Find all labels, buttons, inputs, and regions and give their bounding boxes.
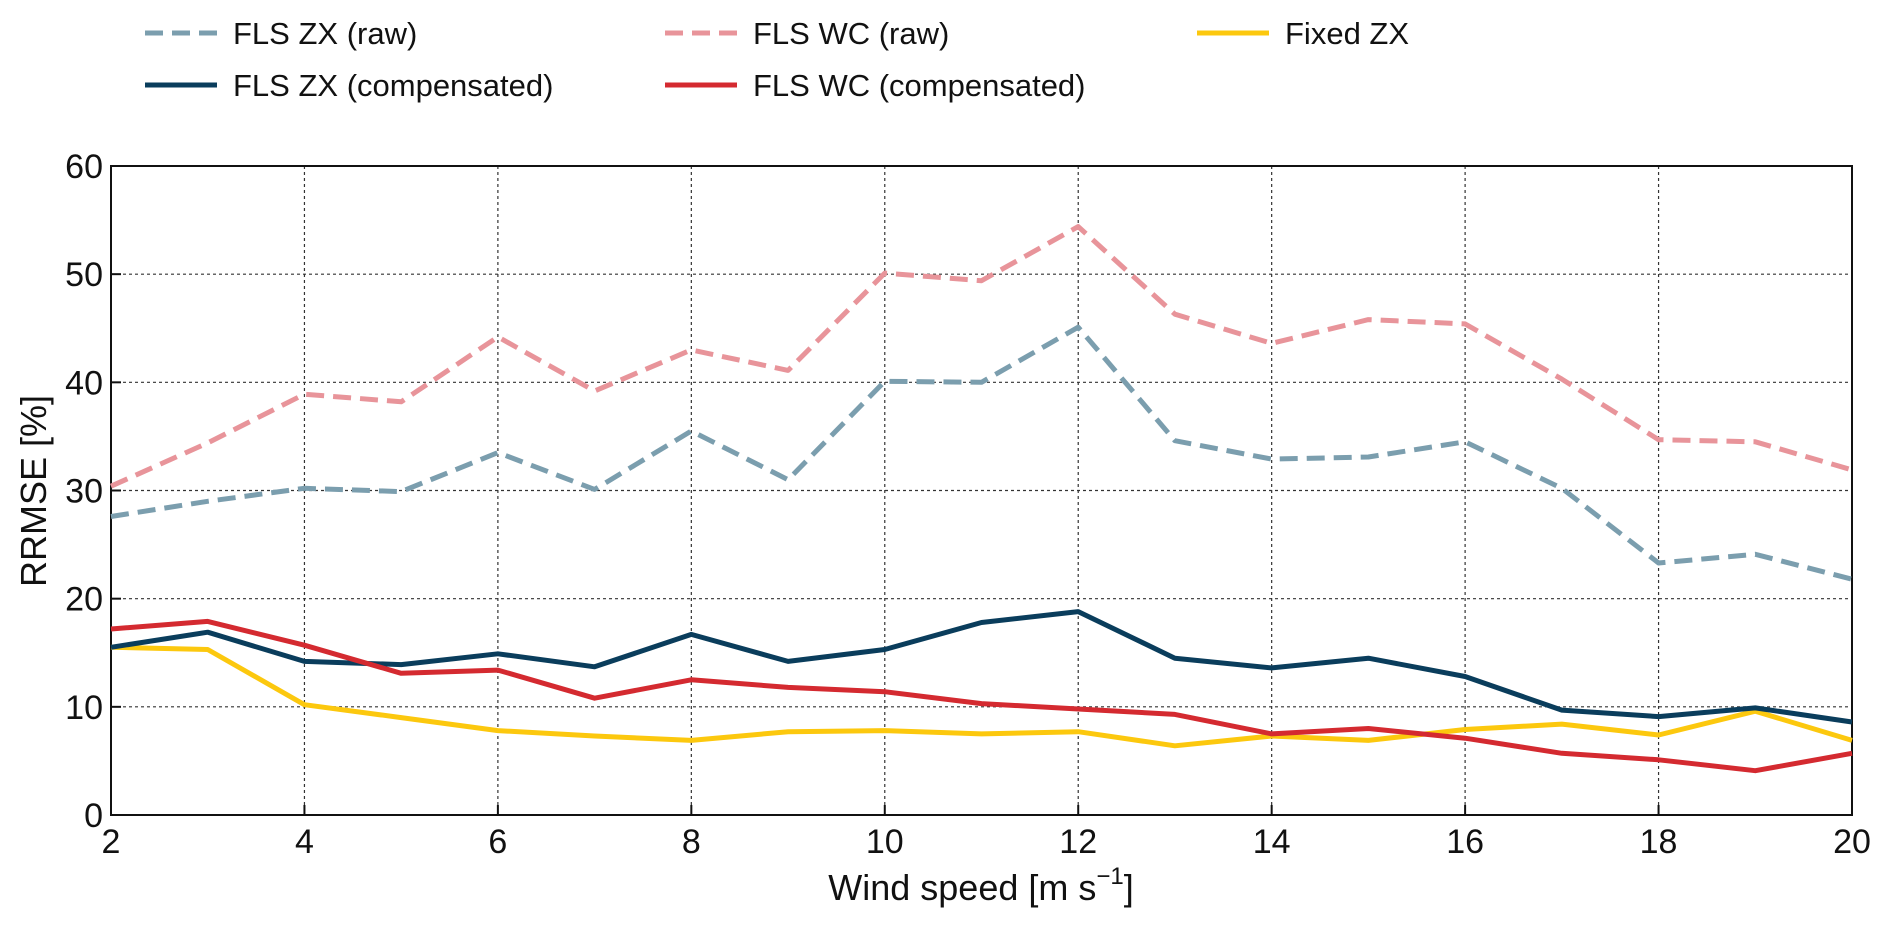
y-tick-label: 20	[65, 581, 103, 619]
series-line-fls-zx-compensated	[110, 609, 1853, 725]
series-line-fls-wc-compensated	[110, 618, 1853, 774]
legend-label: FLS ZX (raw)	[233, 16, 417, 51]
y-tick-label: 50	[65, 256, 103, 294]
legend-label: Fixed ZX	[1285, 16, 1409, 51]
y-tick-label: 60	[65, 148, 103, 186]
x-tick-label: 20	[1833, 823, 1871, 861]
x-tick-label: 18	[1640, 823, 1678, 861]
x-tick-label: 4	[295, 823, 314, 861]
legend-label: FLS WC (compensated)	[753, 68, 1086, 103]
x-tick-label: 14	[1253, 823, 1291, 861]
y-tick-label: 30	[65, 473, 103, 511]
x-tick-label: 16	[1446, 823, 1484, 861]
grid	[110, 165, 1853, 816]
x-tick-label: 12	[1059, 823, 1097, 861]
y-axis-label: RRMSE [%]	[13, 395, 54, 587]
x-tick-label: 2	[102, 823, 121, 861]
legend-label: FLS WC (raw)	[753, 16, 949, 51]
y-tick-label: 40	[65, 364, 103, 402]
legend: FLS ZX (raw) FLS WC (raw) Fixed ZX FLS ZX (…	[145, 16, 1409, 103]
series-line-fls-zx-raw	[110, 324, 1853, 582]
x-tick-label: 6	[488, 823, 507, 861]
series-line-fls-wc-raw	[109, 224, 1853, 489]
legend-label: FLS ZX (compensated)	[233, 68, 553, 103]
series-line-fixed-zx	[110, 644, 1853, 749]
x-axis-label: Wind speed [m s−1]	[828, 863, 1134, 908]
series-lines	[109, 224, 1853, 774]
axis-ticks: 2 4 6 8 10 12 14 16 18 20 0 10 20 30 40 50 60	[65, 148, 1871, 861]
x-tick-label: 10	[866, 823, 904, 861]
y-tick-label: 0	[84, 797, 103, 835]
x-tick-label: 8	[682, 823, 701, 861]
y-tick-label: 10	[65, 689, 103, 727]
